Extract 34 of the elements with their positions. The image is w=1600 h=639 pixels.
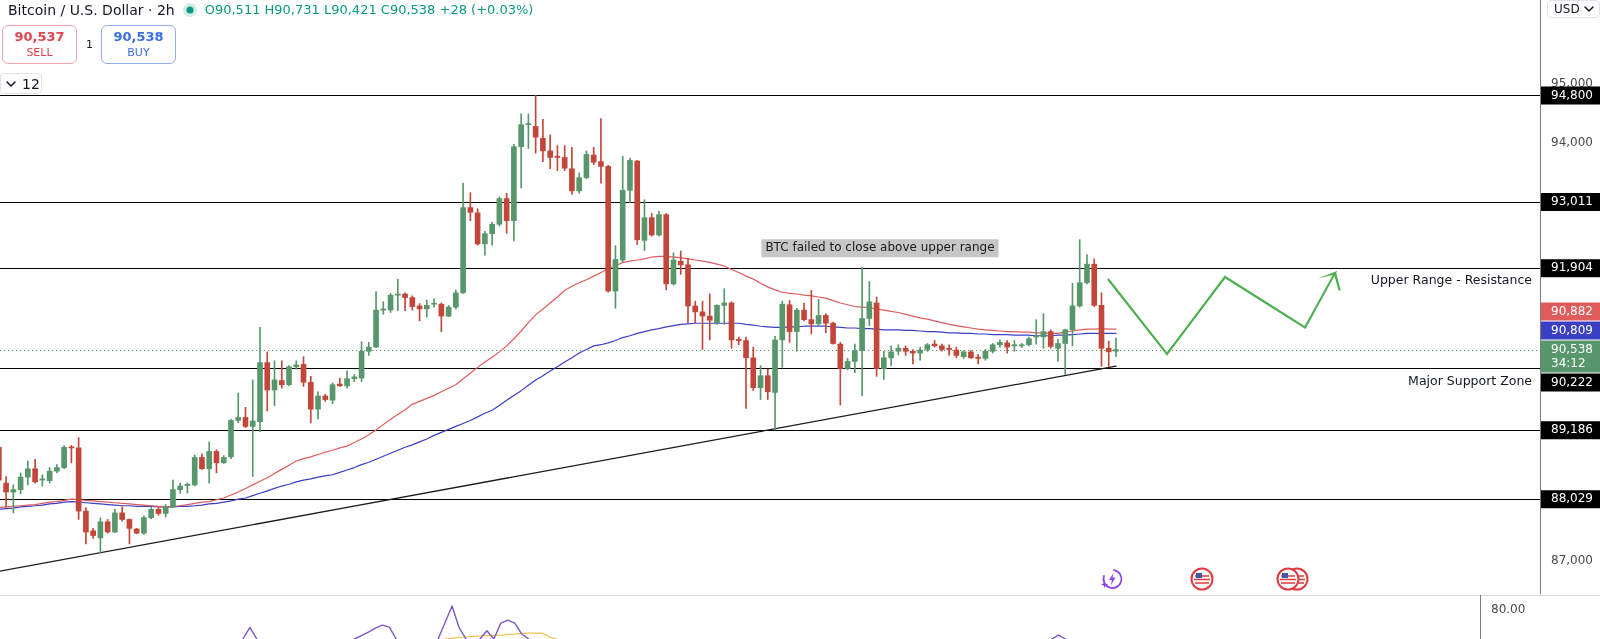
y-tick-label: 94,000 xyxy=(1551,135,1593,150)
candlestick xyxy=(706,293,713,341)
annotation: BUY xyxy=(126,45,151,60)
annotation: 1 xyxy=(86,37,93,53)
candlestick xyxy=(1105,340,1112,368)
annotation: 12 xyxy=(22,75,40,92)
y-tick-label: 95,000 xyxy=(1551,75,1593,90)
annotation: 90,538 xyxy=(112,28,165,45)
annotation: Upper Range - Resistance xyxy=(1370,272,1533,288)
ref-line-label: 88,029 xyxy=(1551,491,1593,506)
ref-line-label: 91,904 xyxy=(1551,260,1593,275)
text: 90,882 xyxy=(1551,303,1593,318)
candlestick xyxy=(402,292,408,312)
candlestick xyxy=(278,360,285,389)
annotation: BTC failed to close above upper range xyxy=(765,240,995,255)
candlestick xyxy=(394,278,401,312)
text: 80.00 xyxy=(1491,602,1526,617)
ref-line-label: 93,011 xyxy=(1551,194,1593,209)
text: USD xyxy=(1554,2,1580,16)
chart-subtitle: O90,511 H90,731 L90,421 C90,538 +28 (+0.03%) xyxy=(204,2,534,17)
annotation: 90,537 xyxy=(13,28,66,45)
y-tick-label: 87,000 xyxy=(1551,552,1593,567)
ref-line-label: 90,538 xyxy=(1551,341,1593,356)
text: 34:12 xyxy=(1551,355,1586,370)
candlestick xyxy=(547,134,553,170)
text: 90,809 xyxy=(1551,322,1593,337)
annotation: SELL xyxy=(25,45,54,60)
candlestick xyxy=(1033,319,1040,345)
ref-line-label: 94,800 xyxy=(1551,87,1593,102)
chart-title: Bitcoin / U.S. Dollar · 2h xyxy=(8,1,175,18)
annotation: Major Support Zone xyxy=(1408,372,1533,388)
ref-line-label: 89,186 xyxy=(1551,422,1593,437)
ref-line-label: 90,222 xyxy=(1551,374,1593,389)
candlestick xyxy=(424,299,430,318)
